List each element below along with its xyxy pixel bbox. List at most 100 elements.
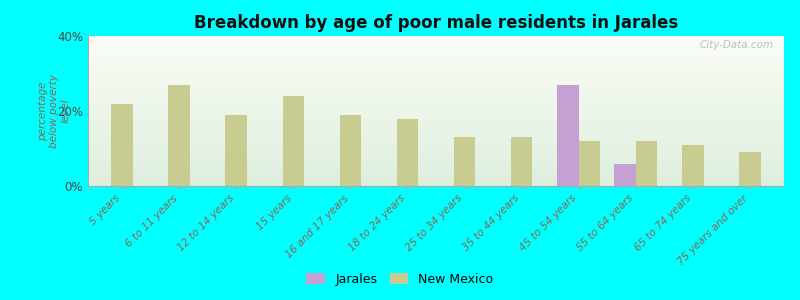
Bar bbox=[88, 88, 784, 90]
Bar bbox=[739, 152, 761, 186]
Bar bbox=[88, 82, 784, 84]
Bar bbox=[88, 150, 784, 152]
Bar bbox=[88, 167, 784, 168]
Bar bbox=[88, 58, 784, 60]
Bar bbox=[88, 177, 784, 178]
Bar bbox=[226, 115, 247, 186]
Bar bbox=[88, 103, 784, 105]
Bar bbox=[88, 128, 784, 129]
Bar bbox=[88, 178, 784, 180]
Bar bbox=[88, 162, 784, 164]
Bar bbox=[88, 180, 784, 182]
Bar bbox=[88, 61, 784, 63]
Bar bbox=[88, 78, 784, 80]
Bar bbox=[88, 158, 784, 159]
Bar bbox=[88, 126, 784, 128]
Bar bbox=[88, 46, 784, 48]
Bar bbox=[88, 183, 784, 184]
Bar bbox=[88, 40, 784, 42]
Bar bbox=[88, 38, 784, 39]
Bar bbox=[88, 140, 784, 141]
Bar bbox=[88, 36, 784, 38]
Bar bbox=[88, 100, 784, 102]
Bar bbox=[557, 85, 578, 186]
Bar bbox=[88, 153, 784, 154]
Bar bbox=[88, 56, 784, 57]
Y-axis label: percentage
below poverty
level: percentage below poverty level bbox=[38, 74, 71, 148]
Bar bbox=[88, 111, 784, 112]
Bar bbox=[88, 184, 784, 186]
Bar bbox=[88, 81, 784, 82]
Bar bbox=[88, 144, 784, 146]
Bar bbox=[88, 130, 784, 132]
Bar bbox=[88, 112, 784, 114]
Bar bbox=[169, 85, 190, 186]
Bar bbox=[88, 168, 784, 170]
Bar bbox=[510, 137, 533, 186]
Title: Breakdown by age of poor male residents in Jarales: Breakdown by age of poor male residents … bbox=[194, 14, 678, 32]
Bar bbox=[88, 45, 784, 46]
Bar bbox=[88, 116, 784, 117]
Bar bbox=[88, 57, 784, 58]
Bar bbox=[88, 136, 784, 138]
Bar bbox=[88, 50, 784, 51]
Bar bbox=[636, 141, 658, 186]
Bar bbox=[88, 147, 784, 148]
Bar bbox=[88, 72, 784, 74]
Bar bbox=[88, 132, 784, 134]
Bar bbox=[88, 141, 784, 142]
Bar bbox=[88, 84, 784, 86]
Bar bbox=[111, 103, 133, 186]
Bar bbox=[578, 141, 600, 186]
Bar bbox=[88, 64, 784, 66]
Bar bbox=[88, 129, 784, 130]
Bar bbox=[88, 98, 784, 99]
Text: City-Data.com: City-Data.com bbox=[699, 40, 774, 50]
Bar bbox=[397, 118, 418, 186]
Bar bbox=[88, 60, 784, 61]
Bar bbox=[88, 74, 784, 75]
Bar bbox=[88, 102, 784, 104]
Bar bbox=[88, 156, 784, 158]
Bar bbox=[88, 54, 784, 56]
Bar bbox=[88, 123, 784, 124]
Bar bbox=[88, 135, 784, 136]
Bar bbox=[88, 154, 784, 156]
Bar bbox=[88, 96, 784, 98]
Bar bbox=[88, 42, 784, 44]
Bar bbox=[88, 146, 784, 147]
Bar bbox=[88, 80, 784, 81]
Bar bbox=[88, 164, 784, 165]
Bar bbox=[88, 120, 784, 122]
Bar bbox=[88, 124, 784, 126]
Bar bbox=[88, 160, 784, 162]
Bar bbox=[88, 75, 784, 76]
Bar bbox=[88, 176, 784, 177]
Bar bbox=[88, 110, 784, 111]
Bar bbox=[88, 105, 784, 106]
Bar bbox=[339, 115, 362, 186]
Bar bbox=[88, 118, 784, 120]
Bar bbox=[682, 145, 703, 186]
Bar bbox=[88, 87, 784, 88]
Bar bbox=[614, 164, 636, 186]
Bar bbox=[88, 182, 784, 183]
Bar bbox=[88, 138, 784, 140]
Bar bbox=[88, 108, 784, 110]
Bar bbox=[88, 76, 784, 78]
Bar bbox=[88, 39, 784, 40]
Bar bbox=[88, 106, 784, 108]
Bar bbox=[88, 92, 784, 93]
Bar bbox=[88, 66, 784, 68]
Bar bbox=[88, 165, 784, 166]
Bar bbox=[88, 48, 784, 50]
Bar bbox=[88, 63, 784, 64]
Bar bbox=[88, 117, 784, 118]
Bar bbox=[88, 68, 784, 69]
Bar bbox=[88, 159, 784, 160]
Bar bbox=[282, 96, 304, 186]
Bar bbox=[88, 142, 784, 144]
Bar bbox=[88, 99, 784, 100]
Legend: Jarales, New Mexico: Jarales, New Mexico bbox=[302, 268, 498, 291]
Bar bbox=[88, 51, 784, 52]
